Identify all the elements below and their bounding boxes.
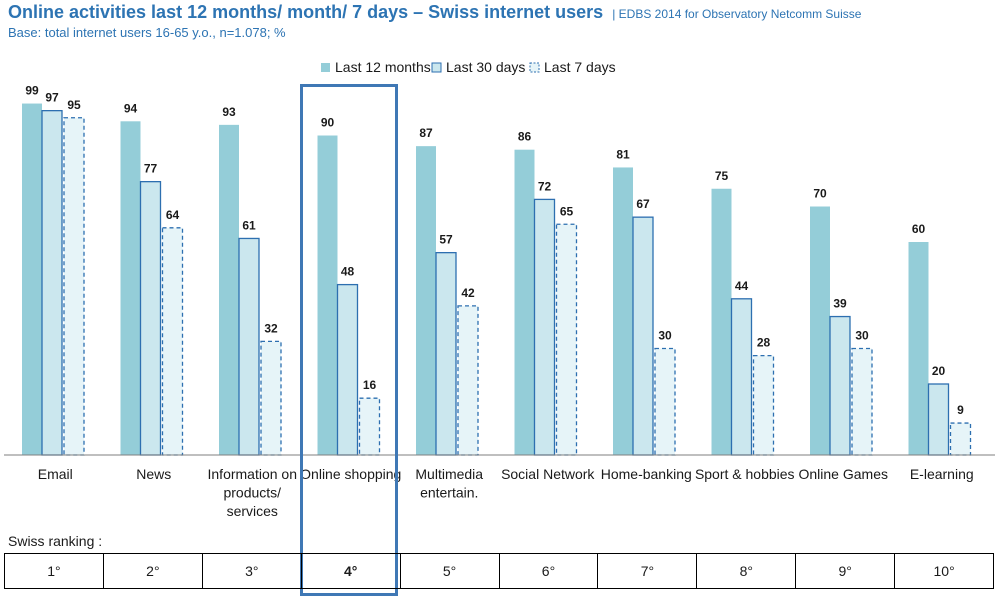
ranking-cell: 4° <box>302 554 401 588</box>
data-label: 75 <box>715 169 729 183</box>
category-label: services <box>227 503 278 519</box>
bar-3 <box>851 347 873 456</box>
data-label: 9 <box>957 403 964 417</box>
bar-1 <box>711 188 732 455</box>
bar-3 <box>260 340 282 456</box>
bar-3 <box>752 354 775 456</box>
category-label: Online shopping <box>300 466 401 482</box>
legend-label: Last 12 months <box>335 59 431 75</box>
category-label: E-learning <box>910 466 974 482</box>
bar-1 <box>908 242 929 455</box>
category-label: Social Network <box>501 466 595 482</box>
bar-3 <box>654 347 676 456</box>
bar-2 <box>730 298 753 456</box>
highlight-box <box>300 84 398 596</box>
ranking-cell: 5° <box>401 554 500 588</box>
category-label: entertain. <box>420 485 478 501</box>
data-label: 67 <box>636 197 650 211</box>
data-label: 72 <box>538 179 552 193</box>
chart-source-text: EDBS 2014 for Observatory Netcomm Suisse <box>618 7 862 21</box>
data-label: 20 <box>932 364 946 378</box>
category-label: Home-banking <box>601 466 692 482</box>
bar-1 <box>613 167 633 455</box>
data-label: 77 <box>144 162 158 176</box>
data-label: 94 <box>124 101 138 115</box>
category-label: Sport & hobbies <box>695 466 795 482</box>
ranking-cell: 6° <box>500 554 599 588</box>
ranking-cell: 10° <box>933 563 955 579</box>
data-label: 28 <box>757 336 771 350</box>
data-label: 30 <box>658 329 672 343</box>
data-label: 42 <box>461 286 475 300</box>
bar-1 <box>120 121 141 456</box>
ranking-cell: 7° <box>598 554 698 588</box>
category-label: Email <box>38 466 73 482</box>
bar-3 <box>457 305 479 456</box>
chart-source: | EDBS 2014 for Observatory Netcomm Suis… <box>612 7 862 21</box>
data-label: 32 <box>264 321 278 335</box>
data-label: 86 <box>518 130 532 144</box>
ranking-cell: 2° <box>104 554 203 588</box>
bar-1 <box>514 149 535 455</box>
category-label: products/ <box>223 485 281 501</box>
bar-1 <box>22 103 42 456</box>
chart-title: Online activities last 12 months/ month/… <box>8 2 861 23</box>
ranking-label: Swiss ranking : <box>8 533 103 549</box>
data-label: 99 <box>25 84 39 98</box>
bar-2 <box>139 180 162 456</box>
bar-1 <box>219 124 239 455</box>
bar-3 <box>161 227 184 456</box>
data-label: 81 <box>616 147 630 161</box>
data-label: 60 <box>912 222 926 236</box>
category-label: Online Games <box>799 466 888 482</box>
bar-2 <box>238 237 260 456</box>
category-label: Multimedia <box>415 466 483 482</box>
legend-swatch <box>529 62 540 73</box>
bar-2 <box>829 315 851 456</box>
legend-swatch <box>321 63 330 72</box>
data-label: 95 <box>67 98 81 112</box>
data-label: 70 <box>813 187 827 201</box>
data-label: 93 <box>222 105 236 119</box>
legend-label: Last 30 days <box>446 59 525 75</box>
bar-1 <box>317 135 338 455</box>
data-label: 90 <box>321 116 335 130</box>
data-label: 64 <box>166 208 180 222</box>
bar-2 <box>927 383 950 456</box>
bar-2 <box>632 216 654 456</box>
bar-3 <box>555 223 578 456</box>
data-label: 87 <box>419 126 433 140</box>
data-label: 57 <box>439 233 453 247</box>
bar-1 <box>416 146 436 455</box>
data-label: 16 <box>363 378 377 392</box>
bar-2 <box>533 198 556 456</box>
data-label: 61 <box>242 218 256 232</box>
ranking-table: 1° 2° 3° 4° 5° 6° 7° 8° 9° 10° <box>4 553 994 589</box>
bar-2 <box>435 251 457 456</box>
legend-label: Last 7 days <box>544 59 616 75</box>
ranking-cell: 1° <box>5 554 104 588</box>
ranking-cell: 8° <box>697 554 797 588</box>
data-label: 30 <box>855 329 869 343</box>
bar-2 <box>41 110 63 456</box>
data-label: 39 <box>833 297 847 311</box>
category-label: Information on <box>208 466 298 482</box>
data-label: 65 <box>560 204 574 218</box>
ranking-cell: 3° <box>203 554 302 588</box>
data-label: 44 <box>735 279 749 293</box>
data-label: 97 <box>45 91 59 105</box>
data-label: 48 <box>341 265 355 279</box>
chart-title-text: Online activities last 12 months/ month/… <box>8 2 604 22</box>
legend-swatch <box>431 62 442 73</box>
category-label: News <box>136 466 171 482</box>
bar-3 <box>949 422 972 456</box>
bar-1 <box>810 206 830 455</box>
ranking-cell: 9° <box>796 554 896 588</box>
bar-3 <box>63 117 85 456</box>
bar-chart: 99 97 95 Email 94 77 64 News 93 61 32 Information o… <box>4 59 995 519</box>
chart-subtitle: Base: total internet users 16-65 y.o., n… <box>8 25 286 40</box>
